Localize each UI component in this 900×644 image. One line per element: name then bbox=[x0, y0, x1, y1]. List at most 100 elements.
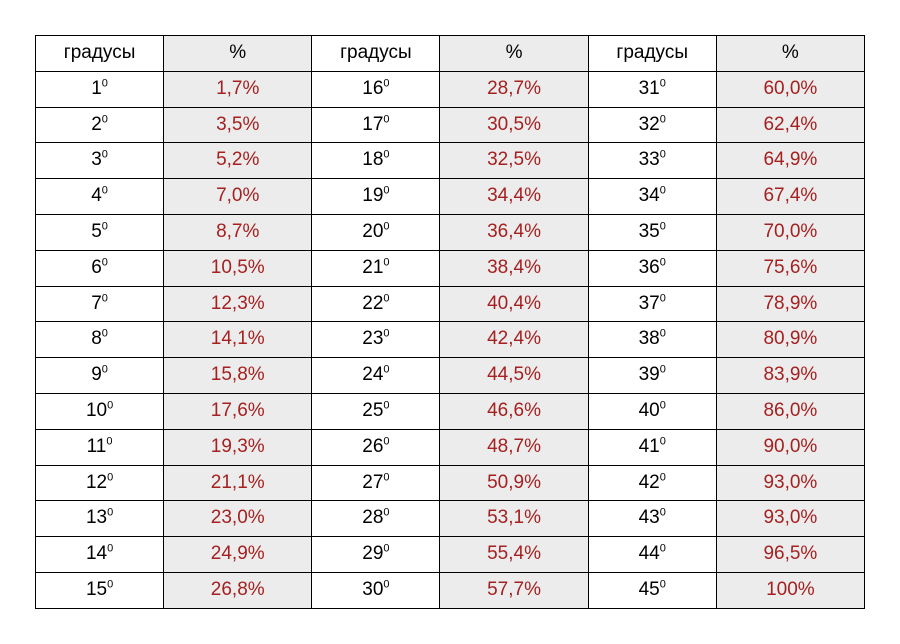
percent-value: 40,4% bbox=[487, 293, 541, 314]
percent-cell: 15,8% bbox=[164, 358, 312, 394]
degree-cell: 30 bbox=[36, 143, 164, 179]
table-row: 8014,1%230 42,4% 380 80,9% bbox=[36, 322, 865, 358]
percent-value: 60,0% bbox=[763, 78, 817, 99]
percent-cell: 36,4% bbox=[440, 214, 588, 250]
table-row: 13023,0%28053,1%43093,0% bbox=[36, 501, 865, 537]
degree-cell: 190 bbox=[312, 179, 440, 215]
percent-value: 12,3% bbox=[211, 293, 265, 314]
degree-cell: 220 bbox=[312, 286, 440, 322]
degree-cell: 140 bbox=[36, 537, 164, 573]
degree-cell: 450 bbox=[588, 572, 716, 608]
percent-cell: 78,9% bbox=[716, 286, 864, 322]
percent-value: 57,7% bbox=[487, 579, 541, 600]
degree-cell: 310 bbox=[588, 71, 716, 107]
percent-cell: 38,4% bbox=[440, 250, 588, 286]
degree-cell: 80 bbox=[36, 322, 164, 358]
degree-cell: 40 bbox=[36, 179, 164, 215]
percent-value: 55,4% bbox=[487, 543, 541, 564]
degree-cell: 370 bbox=[588, 286, 716, 322]
table-row: 203,5%17030,5%32062,4% bbox=[36, 107, 865, 143]
table-row: 305,2%18032,5%33064,9% bbox=[36, 143, 865, 179]
percent-value: 5,2% bbox=[216, 149, 259, 170]
degree-cell: 150 bbox=[36, 572, 164, 608]
percent-value: 75,6% bbox=[763, 257, 817, 278]
table-row: 6010,5%21038,4%36075,6% bbox=[36, 250, 865, 286]
percent-cell: 17,6% bbox=[164, 393, 312, 429]
header-percent-3: % bbox=[716, 36, 864, 72]
table-row: 10 1,7% 160 28,7% 310 60,0% bbox=[36, 71, 865, 107]
percent-value: 24,9% bbox=[211, 543, 265, 564]
table-row: 9015,8%24044,5%39083,9% bbox=[36, 358, 865, 394]
percent-value: 28,7% bbox=[487, 78, 541, 99]
percent-cell: 62,4% bbox=[716, 107, 864, 143]
percent-value: 93,0% bbox=[763, 472, 817, 493]
degree-cell: 390 bbox=[588, 358, 716, 394]
percent-cell: 7,0% bbox=[164, 179, 312, 215]
degree-cell: 350 bbox=[588, 214, 716, 250]
degree-cell: 320 bbox=[588, 107, 716, 143]
percent-value: 90,0% bbox=[763, 436, 817, 457]
degree-cell: 100 bbox=[36, 393, 164, 429]
degree-cell: 380 bbox=[588, 322, 716, 358]
header-row: градусы % градусы % градусы % bbox=[36, 36, 865, 72]
degree-cell: 210 bbox=[312, 250, 440, 286]
percent-cell: 23,0% bbox=[164, 501, 312, 537]
degree-cell: 180 bbox=[312, 143, 440, 179]
degree-cell: 410 bbox=[588, 429, 716, 465]
table-row: 407,0%19034,4%34067,4% bbox=[36, 179, 865, 215]
percent-value: 7,0% bbox=[216, 185, 259, 206]
header-degrees-3: градусы bbox=[588, 36, 716, 72]
degree-cell: 430 bbox=[588, 501, 716, 537]
percent-value: 96,5% bbox=[763, 543, 817, 564]
percent-cell: 24,9% bbox=[164, 537, 312, 573]
degree-cell: 230 bbox=[312, 322, 440, 358]
percent-value: 93,0% bbox=[763, 507, 817, 528]
percent-cell: 50,9% bbox=[440, 465, 588, 501]
percent-value: 30,5% bbox=[487, 114, 541, 135]
percent-cell: 44,5% bbox=[440, 358, 588, 394]
degree-cell: 60 bbox=[36, 250, 164, 286]
percent-value: 86,0% bbox=[763, 400, 817, 421]
percent-value: 64,9% bbox=[763, 149, 817, 170]
percent-value: 1,7% bbox=[216, 78, 259, 99]
degree-cell: 260 bbox=[312, 429, 440, 465]
degree-cell: 110 bbox=[36, 429, 164, 465]
percent-cell: 96,5% bbox=[716, 537, 864, 573]
percent-value: 80,9% bbox=[763, 328, 817, 349]
percent-value: 32,5% bbox=[487, 149, 541, 170]
percent-cell: 75,6% bbox=[716, 250, 864, 286]
degree-cell: 170 bbox=[312, 107, 440, 143]
degree-cell: 10 bbox=[36, 71, 164, 107]
degree-cell: 240 bbox=[312, 358, 440, 394]
degree-cell: 70 bbox=[36, 286, 164, 322]
percent-cell: 90,0% bbox=[716, 429, 864, 465]
percent-cell: 60,0% bbox=[716, 71, 864, 107]
percent-cell: 10,5% bbox=[164, 250, 312, 286]
percent-value: 42,4% bbox=[487, 328, 541, 349]
percent-value: 44,5% bbox=[487, 364, 541, 385]
degree-cell: 280 bbox=[312, 501, 440, 537]
percent-cell: 14,1% bbox=[164, 322, 312, 358]
percent-cell: 32,5% bbox=[440, 143, 588, 179]
table-row: 12021,1%27050,9%42093,0% bbox=[36, 465, 865, 501]
percent-cell: 93,0% bbox=[716, 465, 864, 501]
percent-cell: 55,4% bbox=[440, 537, 588, 573]
degree-cell: 420 bbox=[588, 465, 716, 501]
percent-cell: 3,5% bbox=[164, 107, 312, 143]
percent-cell: 5,2% bbox=[164, 143, 312, 179]
percent-cell: 86,0% bbox=[716, 393, 864, 429]
header-degrees-2: градусы bbox=[312, 36, 440, 72]
percent-cell: 53,1% bbox=[440, 501, 588, 537]
percent-value: 19,3% bbox=[211, 436, 265, 457]
percent-value: 38,4% bbox=[487, 257, 541, 278]
percent-value: 48,7% bbox=[487, 436, 541, 457]
percent-value: 34,4% bbox=[487, 185, 541, 206]
degree-cell: 160 bbox=[312, 71, 440, 107]
table-row: 10017,6%25046,6%40086,0% bbox=[36, 393, 865, 429]
percent-cell: 1,7% bbox=[164, 71, 312, 107]
percent-value: 100% bbox=[766, 579, 815, 600]
percent-cell: 40,4% bbox=[440, 286, 588, 322]
percent-cell: 46,6% bbox=[440, 393, 588, 429]
percent-cell: 100% bbox=[716, 572, 864, 608]
degree-cell: 250 bbox=[312, 393, 440, 429]
